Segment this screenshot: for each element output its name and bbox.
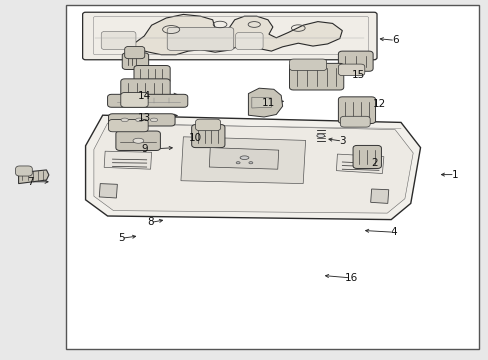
FancyBboxPatch shape	[101, 31, 136, 50]
FancyBboxPatch shape	[82, 12, 376, 60]
Text: 4: 4	[389, 227, 396, 237]
FancyBboxPatch shape	[191, 125, 224, 148]
Text: 9: 9	[141, 144, 147, 154]
FancyBboxPatch shape	[16, 166, 32, 176]
Ellipse shape	[236, 162, 240, 164]
FancyBboxPatch shape	[122, 53, 148, 69]
Text: 8: 8	[147, 217, 154, 228]
FancyBboxPatch shape	[289, 63, 343, 90]
Polygon shape	[336, 154, 383, 174]
FancyBboxPatch shape	[340, 116, 369, 127]
Text: 7: 7	[27, 177, 34, 187]
FancyBboxPatch shape	[235, 32, 263, 50]
Text: 1: 1	[450, 170, 457, 180]
Ellipse shape	[248, 162, 252, 164]
Ellipse shape	[136, 118, 142, 122]
Text: 10: 10	[189, 132, 202, 143]
Polygon shape	[370, 189, 388, 203]
FancyBboxPatch shape	[108, 114, 175, 126]
Text: 15: 15	[350, 69, 364, 80]
Polygon shape	[248, 88, 282, 117]
Text: 6: 6	[391, 35, 398, 45]
Text: 5: 5	[118, 233, 124, 243]
FancyBboxPatch shape	[338, 97, 375, 123]
FancyBboxPatch shape	[121, 79, 170, 98]
Polygon shape	[181, 137, 305, 184]
Polygon shape	[132, 14, 342, 55]
FancyBboxPatch shape	[167, 27, 233, 50]
Text: 13: 13	[137, 113, 151, 123]
Polygon shape	[19, 170, 49, 184]
Text: 16: 16	[344, 273, 357, 283]
Bar	[66, 5, 478, 349]
FancyBboxPatch shape	[124, 46, 144, 59]
FancyBboxPatch shape	[338, 64, 364, 76]
Ellipse shape	[133, 138, 143, 143]
Polygon shape	[104, 151, 151, 169]
Polygon shape	[99, 184, 117, 198]
FancyBboxPatch shape	[108, 120, 148, 132]
FancyBboxPatch shape	[289, 59, 326, 71]
FancyBboxPatch shape	[116, 131, 160, 150]
Polygon shape	[94, 123, 412, 213]
Text: 11: 11	[261, 98, 274, 108]
Ellipse shape	[240, 156, 248, 159]
Polygon shape	[209, 148, 278, 169]
Text: 12: 12	[371, 99, 385, 109]
Text: 2: 2	[370, 158, 377, 168]
FancyBboxPatch shape	[107, 94, 187, 107]
Ellipse shape	[121, 118, 128, 122]
Text: 14: 14	[137, 91, 151, 102]
Ellipse shape	[150, 118, 157, 122]
FancyBboxPatch shape	[338, 51, 372, 71]
FancyBboxPatch shape	[134, 66, 170, 83]
Polygon shape	[251, 97, 271, 108]
FancyBboxPatch shape	[121, 93, 148, 107]
Polygon shape	[85, 115, 420, 220]
FancyBboxPatch shape	[352, 145, 381, 168]
FancyBboxPatch shape	[195, 119, 220, 131]
Ellipse shape	[316, 134, 324, 138]
Text: 3: 3	[338, 136, 345, 146]
